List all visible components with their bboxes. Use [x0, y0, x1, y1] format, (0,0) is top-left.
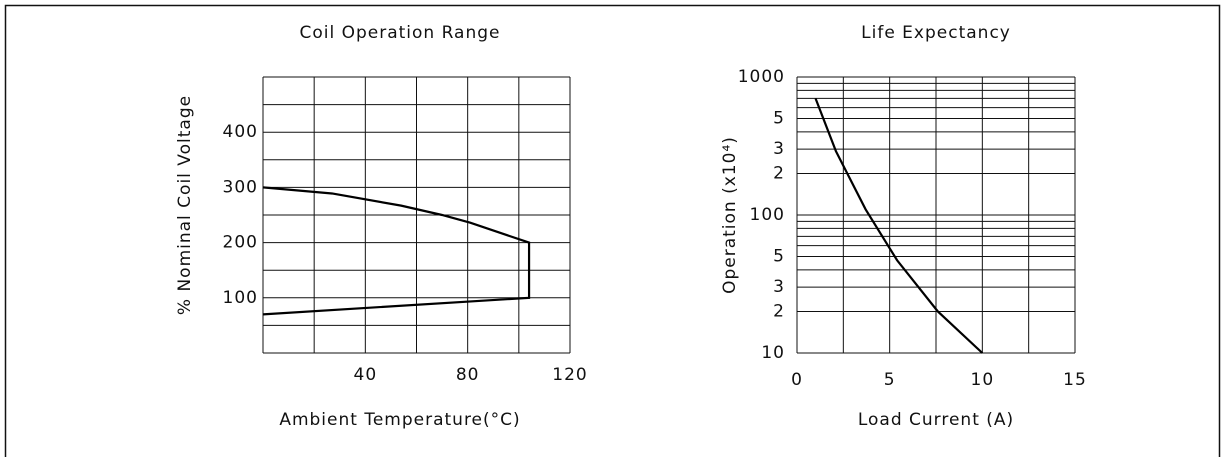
y-tick-label: 2 [773, 301, 785, 321]
y-axis-label: % Nominal Coil Voltage [175, 95, 195, 315]
x-tick-label: 40 [354, 365, 378, 385]
y-tick-label: 5 [773, 109, 785, 129]
y-tick-label: 400 [223, 122, 258, 142]
data-line [814, 97, 984, 354]
x-tick-label: 10 [971, 370, 995, 390]
y-axis-label: Operation (x10⁴) [720, 136, 740, 294]
x-tick-label: 15 [1063, 370, 1087, 390]
x-axis-label: Load Current (A) [858, 410, 1014, 430]
data-line [262, 186, 531, 316]
frame [4, 4, 1221, 457]
y-tick-label: 300 [223, 177, 258, 197]
y-tick-label: 1000 [738, 67, 785, 87]
x-tick-label: 120 [552, 365, 587, 385]
y-tick-label: 5 [773, 247, 785, 267]
x-tick-label: 5 [884, 370, 896, 390]
y-tick-label: 100 [750, 205, 785, 225]
y-tick-label: 3 [773, 139, 785, 159]
y-tick-label: 10 [761, 343, 785, 363]
y-tick-label: 2 [773, 163, 785, 183]
x-axis-label: Ambient Temperature(°C) [279, 410, 520, 430]
chart-title: Life Expectancy [861, 23, 1011, 43]
x-tick-label: 80 [456, 365, 480, 385]
y-tick-label: 3 [773, 277, 785, 297]
y-tick-label: 100 [223, 288, 258, 308]
y-tick-label: 200 [223, 233, 258, 253]
chart-title: Coil Operation Range [299, 23, 500, 43]
x-tick-label: 0 [791, 370, 803, 390]
